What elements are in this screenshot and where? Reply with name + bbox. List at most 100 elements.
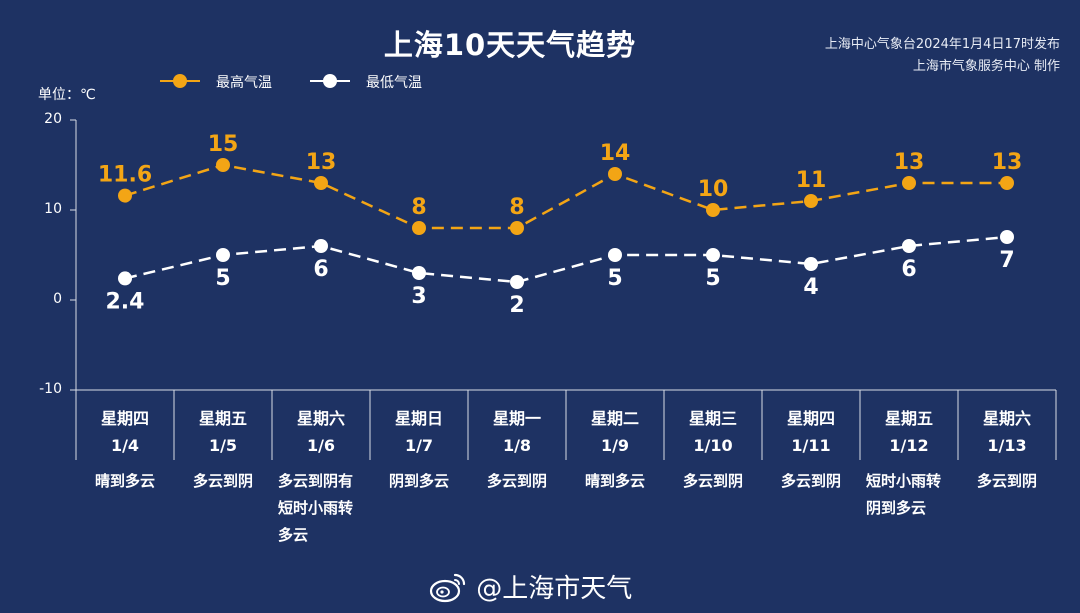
weather-condition: 晴到多云 [566, 468, 664, 495]
data-point-high [118, 188, 132, 203]
data-point-high [510, 221, 524, 235]
data-point-high [902, 176, 916, 190]
legend-marker-low [323, 74, 337, 88]
x-tick-date: 1/12 [889, 436, 929, 455]
weather-condition: 阴到多云 [370, 468, 468, 495]
y-tick-label: 10 [44, 201, 62, 217]
data-point-low [804, 257, 818, 271]
data-point-low [412, 266, 426, 280]
data-label-high: 10 [698, 177, 729, 202]
x-tick-day: 星期六 [982, 409, 1031, 428]
legend-marker-high [173, 74, 187, 88]
x-tick-day: 星期五 [198, 409, 247, 428]
y-tick-label: 0 [53, 291, 62, 307]
weather-condition: 多云到阴 [958, 468, 1056, 495]
data-point-high [412, 221, 426, 235]
weather-condition-line: 阴到多云 [388, 472, 449, 490]
weather-condition-line: 短时小雨转 [866, 472, 942, 490]
data-point-high [804, 194, 818, 208]
data-point-low [706, 248, 720, 262]
weather-condition-line: 多云 [278, 526, 309, 544]
weather-condition: 多云到阴 [174, 468, 272, 495]
weibo-watermark: @上海市天气 [428, 568, 632, 604]
weather-condition-line: 多云到阴 [486, 472, 547, 490]
publisher-line-1: 上海中心气象台2024年1月4日17时发布 [824, 37, 1060, 52]
x-tick-date: 1/8 [502, 436, 532, 455]
weather-condition: 多云到阴有短时小雨转多云 [272, 468, 370, 549]
x-tick-date: 1/4 [110, 436, 140, 455]
data-label-low: 5 [705, 266, 720, 291]
x-tick-date: 1/9 [600, 436, 630, 455]
data-label-low: 5 [607, 266, 622, 291]
x-tick-day: 星期四 [786, 409, 835, 428]
data-labels: 11.6 15 13 8 8 14 10 11 13 13 2.4 5 6 3 2 5 5 4 6 7 [98, 132, 1022, 318]
unit-label: 单位：℃ [38, 87, 96, 103]
weather-condition: 多云到阴 [468, 468, 566, 495]
data-point-low [1000, 230, 1014, 244]
weather-condition: 多云到阴 [762, 468, 860, 495]
x-tick-day: 星期三 [688, 409, 737, 428]
x-tick-day: 星期六 [296, 409, 345, 428]
watermark-text: @上海市天气 [476, 574, 633, 604]
series-lines [124, 163, 1008, 284]
weibo-icon [429, 573, 466, 602]
x-tick-day: 星期二 [590, 409, 639, 428]
weather-condition-line: 多云到阴 [780, 472, 841, 490]
data-label-low: 2 [509, 293, 524, 318]
x-tick-day: 星期日 [394, 409, 443, 428]
publisher-info: 上海中心气象台2024年1月4日17时发布 上海市气象服务中心 制作 [825, 34, 1060, 78]
weather-condition-line: 晴到多云 [94, 472, 155, 490]
data-point-high [314, 176, 328, 190]
y-tick-label: 20 [44, 111, 62, 127]
chart-axes [70, 119, 1057, 460]
x-tick-date: 1/10 [693, 436, 733, 455]
data-label-high: 13 [306, 150, 337, 175]
x-tick-date: 1/7 [404, 436, 434, 455]
weather-condition: 短时小雨转 阴到多云 [860, 468, 958, 522]
data-label-low: 6 [901, 257, 916, 282]
weather-condition-line: 多云到阴 [192, 472, 253, 490]
weather-condition: 晴到多云 [76, 468, 174, 495]
data-point-high [1000, 176, 1014, 190]
data-label-high: 8 [411, 195, 426, 220]
data-point-low [510, 275, 524, 289]
data-point-high [216, 158, 230, 172]
legend-label-low: 最低气温 [366, 75, 422, 91]
x-tick-day: 星期一 [492, 409, 541, 428]
data-label-low: 7 [999, 248, 1014, 273]
weather-condition-line: 短时小雨转 [278, 499, 354, 517]
weather-condition-line: 晴到多云 [584, 472, 645, 490]
legend-label-high: 最高气温 [216, 75, 272, 91]
data-point-low [216, 248, 230, 262]
data-point-low [902, 239, 916, 253]
x-tick-day: 星期五 [884, 409, 933, 428]
data-label-high: 14 [600, 141, 631, 166]
publisher-line-2: 上海市气象服务中心 制作 [912, 59, 1060, 74]
data-label-high: 11.6 [98, 163, 152, 188]
data-point-low [314, 239, 328, 253]
x-tick-date: 1/5 [208, 436, 238, 455]
data-label-low: 5 [215, 266, 230, 291]
x-tick-date: 1/13 [987, 436, 1027, 455]
data-label-low: 6 [313, 257, 328, 282]
weather-condition-line: 多云到阴 [976, 472, 1037, 490]
chart-title: 上海10天天气趋势 [383, 28, 637, 62]
data-label-high: 13 [894, 150, 925, 175]
data-label-low: 4 [803, 275, 818, 300]
y-tick-label: -10 [39, 381, 62, 397]
data-label-high: 15 [208, 132, 239, 157]
weather-condition-line: 多云到阴有 [278, 472, 354, 490]
weather-condition-line: 多云到阴 [682, 472, 743, 490]
x-tick-date: 1/11 [791, 436, 831, 455]
data-point-low [118, 271, 132, 286]
weather-condition: 多云到阴 [664, 468, 762, 495]
x-tick-date: 1/6 [306, 436, 336, 455]
data-point-high [608, 167, 622, 181]
series-line-high [124, 163, 1007, 230]
data-label-low: 3 [411, 284, 426, 309]
series-line-low [124, 235, 1008, 284]
x-tick-day: 星期四 [100, 409, 149, 428]
data-label-high: 8 [509, 195, 524, 220]
data-point-low [608, 248, 622, 262]
